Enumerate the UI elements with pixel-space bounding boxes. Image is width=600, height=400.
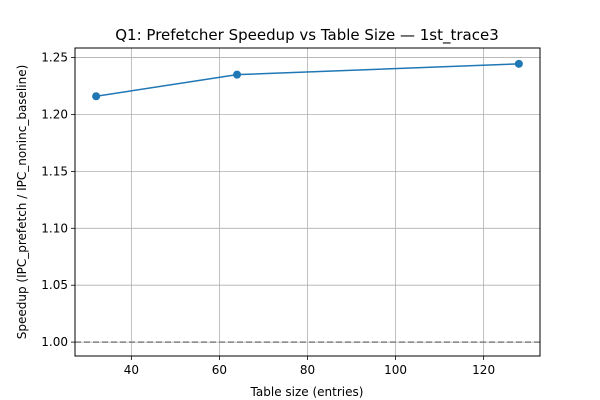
y-tick-label: 1.05 xyxy=(41,278,68,292)
y-tick-label: 1.20 xyxy=(41,107,68,121)
x-axis: 40 60 80 100 120 xyxy=(124,356,495,377)
y-tick-label: 1.00 xyxy=(41,335,68,349)
x-tick-label: 120 xyxy=(472,363,495,377)
x-tick-label: 60 xyxy=(212,363,227,377)
data-point xyxy=(92,92,101,101)
data-point xyxy=(233,70,242,79)
y-tick-label: 1.10 xyxy=(41,221,68,235)
y-tick-label: 1.15 xyxy=(41,164,68,178)
x-tick-label: 100 xyxy=(384,363,407,377)
data-point xyxy=(514,59,523,68)
y-tick-label: 1.25 xyxy=(41,51,68,65)
x-axis-label: Table size (entries) xyxy=(250,385,364,399)
y-axis-label: Speedup (IPC_prefetch / IPC_noninc_basel… xyxy=(15,65,29,340)
x-tick-label: 80 xyxy=(300,363,315,377)
x-tick-label: 40 xyxy=(124,363,139,377)
grid xyxy=(75,48,540,356)
chart-title: Q1: Prefetcher Speedup vs Table Size — 1… xyxy=(115,26,499,45)
y-axis: 1.00 1.05 1.10 1.15 1.20 1.25 xyxy=(41,51,75,349)
series-group xyxy=(92,59,523,101)
